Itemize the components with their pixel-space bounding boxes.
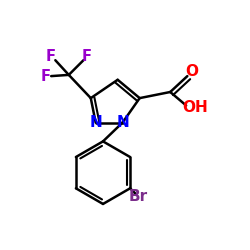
Text: N: N [116,115,129,130]
Text: F: F [82,49,92,64]
Text: O: O [186,64,199,79]
Text: F: F [41,68,51,84]
Text: F: F [46,49,56,64]
Text: OH: OH [182,100,208,116]
Text: Br: Br [129,189,148,204]
Text: N: N [89,115,102,130]
